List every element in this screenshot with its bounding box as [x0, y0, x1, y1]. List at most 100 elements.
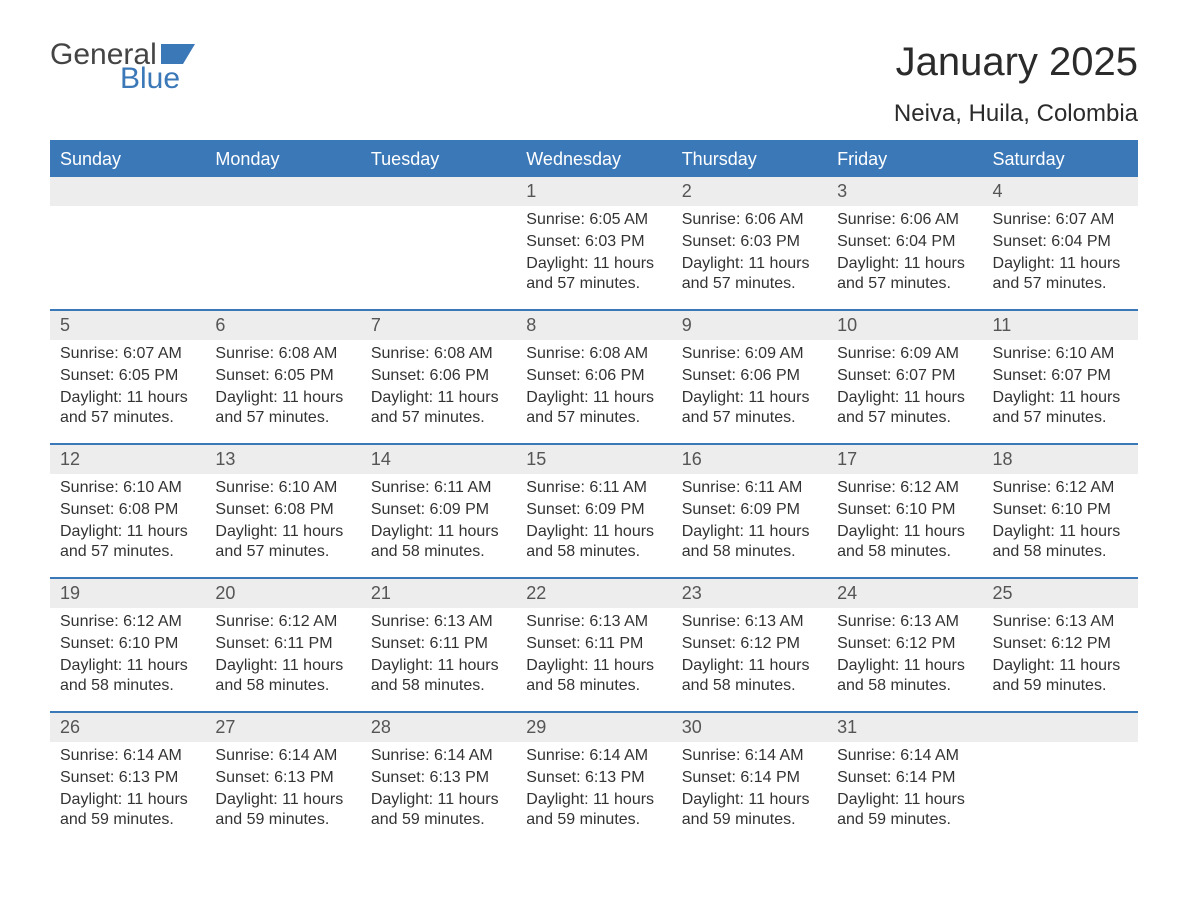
day-number — [361, 177, 516, 206]
sunrise-line: Sunrise: 6:13 AM — [837, 612, 972, 633]
sunrise-line: Sunrise: 6:06 AM — [682, 210, 817, 231]
day-number — [983, 713, 1138, 742]
daylight-line: Daylight: 11 hours and 57 minutes. — [837, 388, 972, 430]
calendar-week-row: 1Sunrise: 6:05 AMSunset: 6:03 PMDaylight… — [50, 177, 1138, 309]
sunset-line: Sunset: 6:05 PM — [215, 366, 350, 387]
day-number: 13 — [205, 445, 360, 474]
day-number: 27 — [205, 713, 360, 742]
calendar-day-cell: 10Sunrise: 6:09 AMSunset: 6:07 PMDayligh… — [827, 311, 982, 443]
sunset-line: Sunset: 6:09 PM — [371, 500, 506, 521]
day-number: 24 — [827, 579, 982, 608]
day-number — [50, 177, 205, 206]
calendar-day-cell: 9Sunrise: 6:09 AMSunset: 6:06 PMDaylight… — [672, 311, 827, 443]
sunset-line: Sunset: 6:11 PM — [526, 634, 661, 655]
day-number: 23 — [672, 579, 827, 608]
daylight-line: Daylight: 11 hours and 57 minutes. — [682, 388, 817, 430]
calendar-week-row: 26Sunrise: 6:14 AMSunset: 6:13 PMDayligh… — [50, 711, 1138, 845]
day-number: 7 — [361, 311, 516, 340]
daylight-line: Daylight: 11 hours and 58 minutes. — [682, 656, 817, 698]
calendar-day-cell: 7Sunrise: 6:08 AMSunset: 6:06 PMDaylight… — [361, 311, 516, 443]
sunset-line: Sunset: 6:14 PM — [682, 768, 817, 789]
day-content: Sunrise: 6:09 AMSunset: 6:07 PMDaylight:… — [827, 340, 982, 440]
calendar-day-cell: 27Sunrise: 6:14 AMSunset: 6:13 PMDayligh… — [205, 713, 360, 845]
calendar-day-cell — [205, 177, 360, 309]
sunrise-line: Sunrise: 6:14 AM — [60, 746, 195, 767]
sunset-line: Sunset: 6:06 PM — [371, 366, 506, 387]
calendar-day-cell: 26 Sunrise: 6:14 AMSunset: 6:13 PMDayligh… — [50, 713, 205, 845]
day-number: 19 — [50, 579, 205, 608]
daylight-line: Daylight: 11 hours and 58 minutes. — [60, 656, 195, 698]
calendar-day-cell: 31Sunrise: 6:14 AMSunset: 6:14 PMDayligh… — [827, 713, 982, 845]
logo-blue-text: Blue — [120, 64, 195, 94]
day-content: Sunrise: 6:06 AMSunset: 6:03 PMDaylight:… — [672, 206, 827, 306]
calendar-day-cell: 21Sunrise: 6:13 AMSunset: 6:11 PMDayligh… — [361, 579, 516, 711]
day-content: Sunrise: 6:13 AMSunset: 6:11 PMDaylight:… — [361, 608, 516, 708]
day-content: Sunrise: 6:11 AMSunset: 6:09 PMDaylight:… — [361, 474, 516, 574]
sunset-line: Sunset: 6:12 PM — [837, 634, 972, 655]
calendar-day-cell — [50, 177, 205, 309]
day-content: Sunrise: 6:12 AMSunset: 6:10 PMDaylight:… — [827, 474, 982, 574]
sunrise-line: Sunrise: 6:14 AM — [837, 746, 972, 767]
day-content: Sunrise: 6:10 AMSunset: 6:08 PMDaylight:… — [205, 474, 360, 574]
day-number: 3 — [827, 177, 982, 206]
sunrise-line: Sunrise: 6:09 AM — [682, 344, 817, 365]
sunrise-line: Sunrise: 6:14 AM — [371, 746, 506, 767]
day-number: 18 — [983, 445, 1138, 474]
calendar-day-cell: 11Sunrise: 6:10 AMSunset: 6:07 PMDayligh… — [983, 311, 1138, 443]
daylight-line: Daylight: 11 hours and 57 minutes. — [993, 388, 1128, 430]
sunrise-line: Sunrise: 6:11 AM — [682, 478, 817, 499]
calendar-day-cell: 29Sunrise: 6:14 AMSunset: 6:13 PMDayligh… — [516, 713, 671, 845]
daylight-line: Daylight: 11 hours and 58 minutes. — [371, 656, 506, 698]
day-content: Sunrise: 6:05 AMSunset: 6:03 PMDaylight:… — [516, 206, 671, 306]
weekday-header-cell: Friday — [827, 142, 982, 177]
sunrise-line: Sunrise: 6:12 AM — [837, 478, 972, 499]
sunset-line: Sunset: 6:11 PM — [371, 634, 506, 655]
daylight-line: Daylight: 11 hours and 59 minutes. — [60, 790, 195, 832]
location-text: Neiva, Huila, Colombia — [50, 100, 1138, 128]
day-content: Sunrise: 6:10 AMSunset: 6:07 PMDaylight:… — [983, 340, 1138, 440]
calendar-week-row: 12Sunrise: 6:10 AMSunset: 6:08 PMDayligh… — [50, 443, 1138, 577]
day-number: 15 — [516, 445, 671, 474]
daylight-line: Daylight: 11 hours and 59 minutes. — [837, 790, 972, 832]
day-number: 4 — [983, 177, 1138, 206]
sunset-line: Sunset: 6:13 PM — [60, 768, 195, 789]
sunset-line: Sunset: 6:06 PM — [682, 366, 817, 387]
day-number: 26 — [50, 713, 205, 742]
sunset-line: Sunset: 6:13 PM — [215, 768, 350, 789]
day-number: 11 — [983, 311, 1138, 340]
sunset-line: Sunset: 6:08 PM — [60, 500, 195, 521]
sunrise-line: Sunrise: 6:12 AM — [215, 612, 350, 633]
sunrise-line: Sunrise: 6:14 AM — [526, 746, 661, 767]
daylight-line: Daylight: 11 hours and 58 minutes. — [371, 522, 506, 564]
sunrise-line: Sunrise: 6:10 AM — [993, 344, 1128, 365]
sunrise-line: Sunrise: 6:06 AM — [837, 210, 972, 231]
daylight-line: Daylight: 11 hours and 59 minutes. — [993, 656, 1128, 698]
day-number: 6 — [205, 311, 360, 340]
sunset-line: Sunset: 6:10 PM — [993, 500, 1128, 521]
calendar-day-cell: 6Sunrise: 6:08 AMSunset: 6:05 PMDaylight… — [205, 311, 360, 443]
day-content: Sunrise: 6:08 AMSunset: 6:06 PMDaylight:… — [361, 340, 516, 440]
calendar-day-cell: 12Sunrise: 6:10 AMSunset: 6:08 PMDayligh… — [50, 445, 205, 577]
calendar-day-cell: 3Sunrise: 6:06 AMSunset: 6:04 PMDaylight… — [827, 177, 982, 309]
day-number: 1 — [516, 177, 671, 206]
daylight-line: Daylight: 11 hours and 57 minutes. — [837, 254, 972, 296]
sunset-line: Sunset: 6:07 PM — [837, 366, 972, 387]
day-number: 12 — [50, 445, 205, 474]
daylight-line: Daylight: 11 hours and 59 minutes. — [215, 790, 350, 832]
day-content: Sunrise: 6:11 AMSunset: 6:09 PMDaylight:… — [516, 474, 671, 574]
sunset-line: Sunset: 6:13 PM — [526, 768, 661, 789]
sunrise-line: Sunrise: 6:07 AM — [60, 344, 195, 365]
sunrise-line: Sunrise: 6:05 AM — [526, 210, 661, 231]
sunset-line: Sunset: 6:12 PM — [993, 634, 1128, 655]
day-content: Sunrise: 6:08 AMSunset: 6:05 PMDaylight:… — [205, 340, 360, 440]
sunset-line: Sunset: 6:03 PM — [682, 232, 817, 253]
daylight-line: Daylight: 11 hours and 58 minutes. — [526, 522, 661, 564]
day-number: 14 — [361, 445, 516, 474]
day-content: Sunrise: 6:14 AMSunset: 6:13 PMDaylight:… — [205, 742, 360, 842]
calendar-day-cell — [361, 177, 516, 309]
day-content: Sunrise: 6:14 AMSunset: 6:13 PMDaylight:… — [516, 742, 671, 842]
calendar-day-cell: 20Sunrise: 6:12 AMSunset: 6:11 PMDayligh… — [205, 579, 360, 711]
day-number: 21 — [361, 579, 516, 608]
day-number: 22 — [516, 579, 671, 608]
sunrise-line: Sunrise: 6:11 AM — [526, 478, 661, 499]
